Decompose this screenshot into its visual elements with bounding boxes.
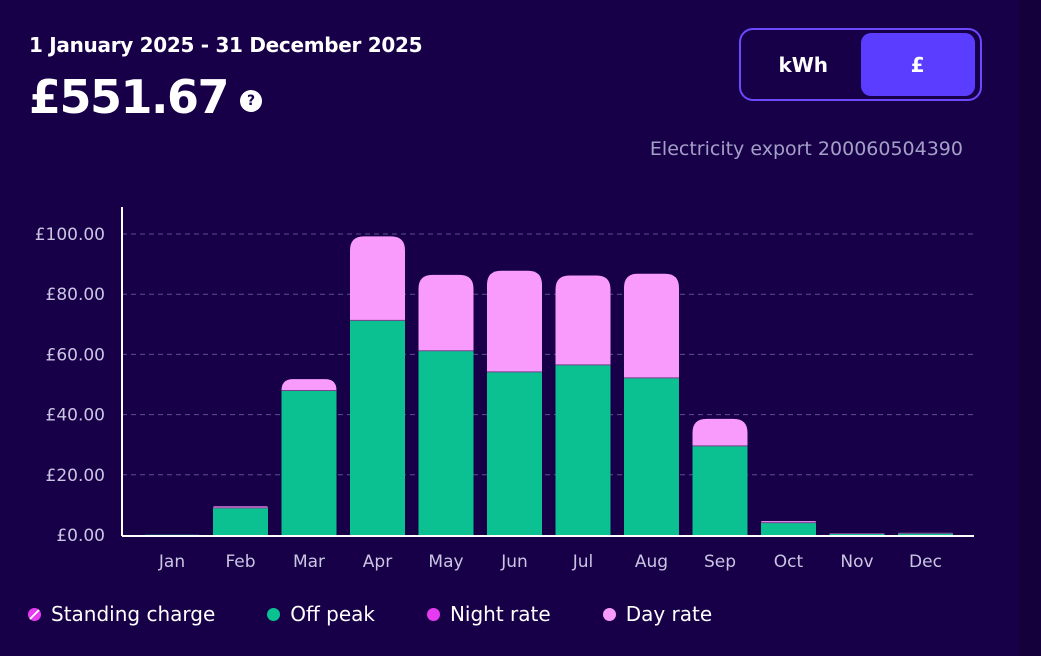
x-tick-label: Nov: [840, 552, 873, 572]
bar-jun-day-rate: [487, 270, 542, 372]
meter-label: Electricity export 200060504390: [649, 138, 963, 160]
y-tick-label: £40.00: [46, 406, 105, 426]
bar-aug-day-rate: [624, 273, 679, 378]
total-amount: £551.67 ?: [29, 70, 263, 124]
usage-bar-chart: £100.00 £80.00 £60.00 £40.00 £20.00 £0.00 Jan…: [35, 207, 974, 572]
x-tick-label: Dec: [909, 552, 942, 572]
bar-feb-off-peak: [213, 507, 268, 535]
y-tick-label: £0.00: [56, 526, 105, 546]
day-rate-swatch-icon: [602, 607, 616, 621]
bar-jul-off-peak: [555, 364, 611, 535]
bars: [144, 236, 953, 536]
axes: [121, 207, 974, 537]
side-strip: [1019, 0, 1041, 656]
bar-jun-off-peak: [487, 371, 542, 535]
legend-day-rate[interactable]: Day rate: [602, 602, 713, 626]
x-tick-label: Jun: [500, 552, 528, 572]
legend-night-rate[interactable]: Night rate: [426, 602, 551, 626]
x-tick-label: Mar: [293, 552, 325, 572]
x-tick-label: Aug: [635, 552, 668, 572]
off-peak-swatch-icon: [267, 607, 281, 621]
x-tick-label: Oct: [774, 552, 804, 572]
legend-label: Night rate: [449, 602, 551, 626]
legend-label: Standing charge: [51, 602, 216, 626]
x-tick-label: Feb: [225, 552, 255, 572]
unit-toggle: kWh £: [739, 28, 982, 101]
help-icon[interactable]: ?: [240, 90, 263, 112]
x-axis-ticks: Jan Feb Mar Apr May Jun Jul Aug Sep Oct Nov Dec: [158, 552, 942, 572]
grid-lines: [122, 233, 974, 476]
x-tick-label: Apr: [363, 552, 392, 572]
total-value: £551.67: [29, 70, 230, 124]
y-tick-label: £20.00: [46, 466, 105, 486]
bar-mar-day-rate: [281, 379, 337, 391]
bar-apr-off-peak: [350, 320, 405, 535]
bar-apr-day-rate: [350, 236, 405, 321]
standing-charge-swatch-icon: [28, 607, 41, 621]
bar-mar-off-peak: [281, 390, 337, 535]
x-tick-label: Sep: [704, 552, 736, 572]
bar-may-day-rate: [418, 274, 474, 351]
y-axis-ticks: £100.00 £80.00 £60.00 £40.00 £20.00 £0.00: [35, 225, 105, 546]
y-tick-label: £80.00: [46, 285, 105, 305]
bar-sep-day-rate: [692, 418, 748, 446]
y-tick-label: £60.00: [46, 345, 105, 365]
y-tick-label: £100.00: [35, 225, 105, 245]
night-rate-swatch-icon: [426, 607, 440, 621]
legend-label: Day rate: [625, 602, 713, 626]
legend-label: Off peak: [290, 602, 375, 626]
x-tick-label: May: [428, 552, 463, 572]
toggle-pounds-button[interactable]: £: [860, 33, 975, 96]
bar-jul-day-rate: [555, 275, 611, 365]
bar-oct-off-peak: [761, 522, 816, 535]
date-range: 1 January 2025 - 31 December 2025: [29, 33, 423, 57]
bar-may-off-peak: [418, 350, 474, 535]
x-tick-label: Jul: [572, 552, 594, 572]
energy-summary-panel: 1 January 2025 - 31 December 2025 £551.6…: [28, 28, 982, 626]
legend-standing-charge[interactable]: Standing charge: [28, 602, 215, 626]
chart-legend: Standing charge Off peak Night rate Day …: [28, 602, 764, 626]
bar-jan-off-peak: [144, 534, 200, 536]
bar-sep-off-peak: [692, 445, 748, 535]
bar-aug-off-peak: [624, 377, 679, 535]
legend-off-peak[interactable]: Off peak: [267, 602, 375, 626]
x-tick-label: Jan: [158, 552, 185, 572]
toggle-kwh-button[interactable]: kWh: [778, 52, 829, 77]
